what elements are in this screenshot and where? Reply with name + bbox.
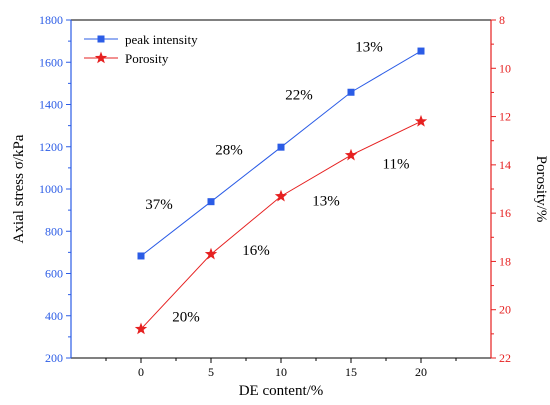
x-tick-label: 10 — [275, 365, 287, 379]
right-y-tick-label: 12 — [499, 110, 511, 124]
left-y-tick-label: 400 — [45, 309, 63, 323]
porosity-point — [204, 247, 218, 260]
annotation-layer: 37% 28% 22% 13% 20% 16% 13% 11% — [145, 40, 409, 326]
peak-intensity-point — [347, 88, 355, 96]
right-y-tick-label: 16 — [499, 206, 511, 220]
x-tick-label: 5 — [208, 365, 214, 379]
right-y-axis-title: Porosity/% — [533, 156, 549, 223]
right-y-tick-label: 10 — [499, 61, 511, 75]
left-y-tick-label: 600 — [45, 267, 63, 281]
legend-porosity-label: Porosity — [125, 51, 169, 66]
porosity-decrease-label: 20% — [172, 310, 200, 326]
peak-intensity-point — [417, 47, 425, 55]
peak-intensity-increase-label: 28% — [215, 142, 243, 158]
peak-intensity-point — [207, 198, 215, 206]
left-y-tick-label: 1400 — [39, 98, 63, 112]
x-tick-label: 20 — [415, 365, 427, 379]
right-y-tick-label: 8 — [499, 13, 505, 27]
peak-intensity-point — [137, 252, 145, 260]
peak-intensity-increase-label: 22% — [285, 88, 313, 104]
porosity-decrease-label: 16% — [242, 243, 270, 259]
right-y-tick-label: 22 — [499, 351, 511, 365]
x-tick-label: 15 — [345, 365, 357, 379]
right-y-tick-label: 20 — [499, 303, 511, 317]
left-y-tick-label: 1000 — [39, 182, 63, 196]
x-axis-title: DE content/% — [239, 383, 324, 399]
peak-intensity-point — [277, 143, 285, 151]
porosity-point — [274, 189, 288, 202]
left-y-axis-title: Axial stress σ/kPa — [11, 134, 27, 243]
porosity-point — [414, 114, 428, 127]
x-tick-label: 0 — [138, 365, 144, 379]
axes-layer: 0 5 10 15 20 200 400 600 800 1000 1200 1400 1600 1800… — [11, 13, 549, 399]
legend-porosity-marker — [94, 51, 108, 64]
porosity-point — [134, 322, 148, 335]
left-y-tick-label: 1800 — [39, 13, 63, 27]
left-y-tick-label: 1600 — [39, 55, 63, 69]
series-layer — [134, 47, 428, 335]
left-y-tick-label: 1200 — [39, 140, 63, 154]
porosity-decrease-label: 13% — [312, 194, 340, 210]
porosity-decrease-label: 11% — [383, 156, 410, 172]
right-y-tick-label: 14 — [499, 158, 511, 172]
peak-intensity-increase-label: 37% — [145, 197, 173, 213]
left-y-tick-label: 200 — [45, 351, 63, 365]
left-y-tick-label: 800 — [45, 224, 63, 238]
legend: peak intensity Porosity — [84, 32, 198, 66]
legend-peak-intensity-label: peak intensity — [125, 32, 198, 47]
porosity-point — [344, 148, 358, 161]
peak-intensity-increase-label: 13% — [355, 40, 383, 56]
right-y-tick-label: 18 — [499, 254, 511, 268]
legend-peak-intensity-marker — [97, 35, 105, 43]
